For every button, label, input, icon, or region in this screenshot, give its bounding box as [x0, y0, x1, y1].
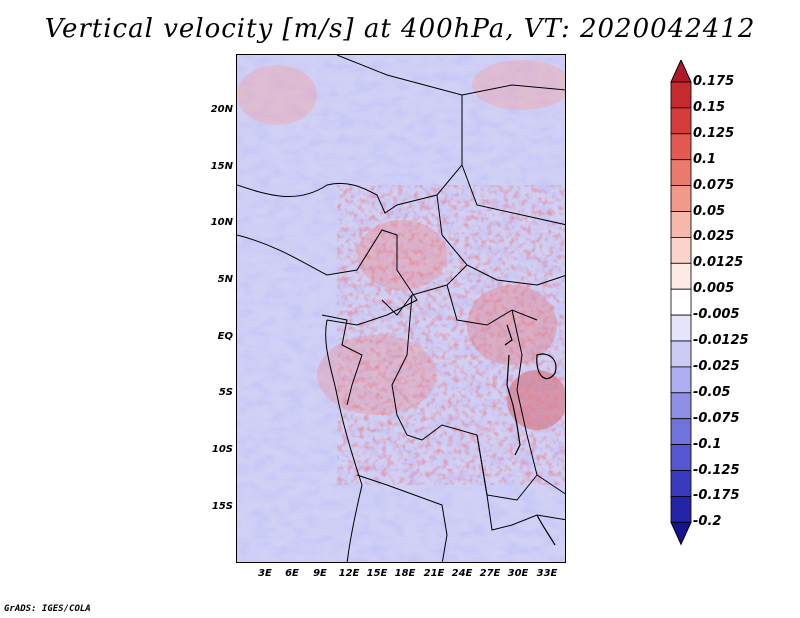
- positive-region-northeast: [472, 60, 565, 110]
- colorbar-tick-label: -0.2: [693, 514, 722, 530]
- lat-label-15n: 15N: [210, 161, 233, 172]
- colorbar-swatch: [670, 288, 692, 316]
- colorbar-tick-label: -0.075: [693, 410, 740, 426]
- colorbar-swatch: [670, 236, 692, 264]
- lon-label-6e: 6E: [285, 568, 299, 579]
- convective-cells: [337, 185, 565, 485]
- colorbar-swatch: [670, 185, 692, 212]
- colorbar-tick-label: 0.15: [693, 99, 726, 115]
- colorbar-tick-label: -0.0125: [693, 333, 749, 348]
- colorbar-swatch: [670, 418, 692, 446]
- colorbar-tick-label: -0.125: [693, 462, 740, 478]
- colorbar-swatch: [670, 211, 692, 238]
- lon-label-30e: 30E: [507, 568, 529, 579]
- lat-label-eq: EQ: [217, 331, 233, 342]
- lat-label-10n: 10N: [210, 217, 233, 228]
- vertical-velocity-map: [236, 54, 566, 563]
- map-canvas: [237, 55, 565, 562]
- colorbar-tick-label: -0.175: [693, 488, 740, 504]
- colorbar-swatch: [670, 366, 692, 394]
- lon-label-24e: 24E: [451, 568, 473, 579]
- lake-victoria: [536, 353, 557, 379]
- colorbar-tick-label: 0.075: [693, 177, 735, 193]
- colorbar-swatch: [670, 495, 692, 523]
- lon-label-3e: 3E: [258, 568, 272, 579]
- lakes-coast: [504, 324, 557, 546]
- colorbar-tick-label: 0.025: [693, 229, 735, 245]
- colorbar-tick-label: 0.05: [693, 203, 726, 219]
- lon-label-18e: 18E: [394, 568, 416, 579]
- colorbar-swatch: [670, 262, 692, 290]
- lake-malawi: [536, 514, 556, 546]
- colorbar-swatch: [670, 392, 692, 420]
- lon-label-15e: 15E: [366, 568, 388, 579]
- colorbar-swatch: [670, 444, 692, 471]
- positive-region-northwest: [237, 65, 317, 125]
- lake-tanganyika: [506, 354, 521, 456]
- lat-label-20n: 20N: [210, 104, 233, 115]
- colorbar-swatch: [670, 81, 692, 109]
- colorbar-swatch-bottom: [670, 521, 692, 546]
- colorbar-swatch: [670, 107, 692, 135]
- colorbar-swatch-top: [670, 60, 692, 83]
- colorbar-tick-label: -0.1: [693, 436, 722, 452]
- lake-albert: [504, 324, 513, 346]
- colorbar-swatch: [670, 314, 692, 342]
- lat-label-5s: 5S: [218, 387, 233, 398]
- grads-credit: GrADS: IGES/COLA: [4, 604, 91, 614]
- colorbar-tick-label: 0.125: [693, 125, 735, 141]
- colorbar-swatch: [670, 159, 692, 186]
- colorbar-tick-label: 0.0125: [693, 255, 744, 271]
- lon-label-27e: 27E: [479, 568, 501, 579]
- colorbar-swatch: [670, 340, 692, 368]
- colorbar-tick-label: 0.005: [693, 281, 735, 297]
- colorbar-tick-label: 0.175: [693, 74, 735, 89]
- lon-label-9e: 9E: [313, 568, 327, 579]
- chart-title: Vertical velocity [m/s] at 400hPa, VT: 2…: [44, 14, 756, 44]
- lon-label-21e: 21E: [423, 568, 445, 579]
- colorbar: [670, 60, 692, 546]
- colorbar-tick-label: -0.025: [693, 358, 740, 374]
- lon-label-33e: 33E: [536, 568, 558, 579]
- colorbar-swatch: [670, 133, 692, 161]
- lat-label-5n: 5N: [217, 274, 233, 285]
- colorbar-tick-label: 0.1: [693, 151, 717, 167]
- lon-label-12e: 12E: [338, 568, 360, 579]
- lat-label-15s: 15S: [211, 501, 233, 512]
- colorbar-tick-label: -0.05: [693, 384, 731, 400]
- colorbar-swatch: [670, 470, 692, 497]
- colorbar-tick-label: -0.005: [693, 307, 740, 323]
- country-boundaries: [237, 55, 565, 562]
- lat-label-10s: 10S: [211, 444, 233, 455]
